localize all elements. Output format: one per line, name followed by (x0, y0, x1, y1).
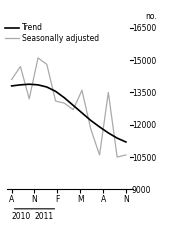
Legend: Trend, Seasonally adjusted: Trend, Seasonally adjusted (5, 24, 99, 43)
Text: 2010: 2010 (12, 212, 31, 221)
Text: 2011: 2011 (35, 212, 54, 221)
Text: no.: no. (145, 12, 157, 21)
